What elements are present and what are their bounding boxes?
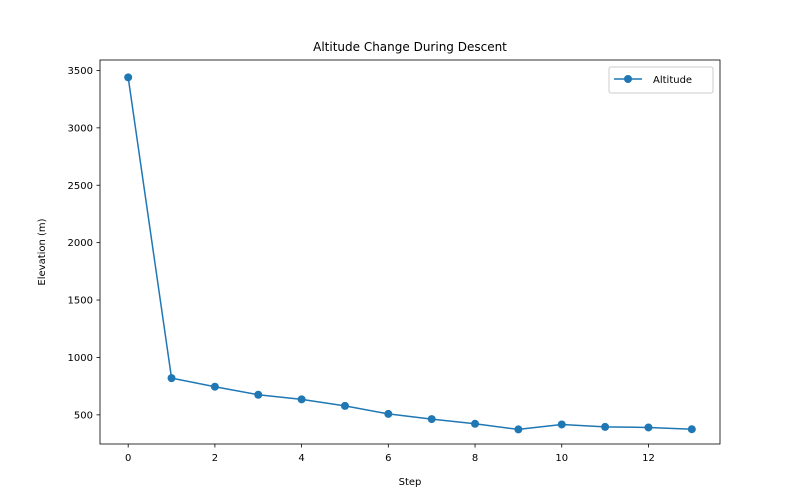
y-axis-label: Elevation (m) [37, 218, 48, 285]
axes-spines [99, 59, 721, 445]
x-axis-label: Step [399, 477, 422, 488]
chart-title: Altitude Change During Descent [313, 40, 507, 54]
y-tick-label: 1000 [68, 353, 93, 364]
x-tick-label: 0 [125, 453, 131, 464]
y-tick-label: 3500 [68, 66, 93, 77]
data-point [297, 395, 306, 404]
data-point [340, 401, 349, 410]
data-point [124, 73, 133, 82]
x-tick-label: 4 [298, 453, 304, 464]
x-tick-label: 2 [212, 453, 218, 464]
legend-label-altitude: Altitude [653, 75, 692, 86]
x-tick-label: 6 [385, 453, 391, 464]
data-point [644, 423, 653, 432]
y-tick-label: 2000 [68, 238, 93, 249]
data-point [254, 390, 263, 399]
y-axis-ticks: 500 1000 1500 2000 2500 3000 3500 [68, 66, 100, 421]
x-axis-ticks: 0 2 4 6 8 10 12 [125, 444, 655, 464]
x-tick-label: 10 [555, 453, 568, 464]
data-point [514, 425, 523, 434]
legend: Altitude [608, 66, 714, 94]
y-tick-label: 2500 [68, 181, 93, 192]
data-point [687, 425, 696, 434]
legend-marker-altitude [624, 75, 632, 83]
axes-frame [99, 59, 721, 445]
plot-area [100, 60, 720, 444]
data-point [167, 374, 176, 383]
data-point [471, 419, 480, 428]
legend-frame [608, 66, 714, 94]
x-tick-label: 12 [642, 453, 655, 464]
series-line-altitude [127, 76, 693, 431]
series-layer [124, 73, 696, 434]
data-point [427, 415, 436, 424]
data-point [210, 382, 219, 391]
x-tick-label: 8 [472, 453, 478, 464]
data-point [557, 420, 566, 429]
plot-background [100, 60, 720, 444]
data-point [601, 422, 610, 431]
data-point [384, 409, 393, 418]
y-tick-label: 1500 [68, 296, 93, 307]
y-tick-label: 500 [74, 410, 93, 421]
y-tick-label: 3000 [68, 123, 93, 134]
